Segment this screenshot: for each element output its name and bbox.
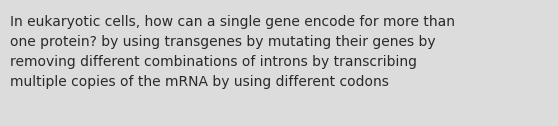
Text: In eukaryotic cells, how can a single gene encode for more than
one protein? by : In eukaryotic cells, how can a single ge… [10,15,455,89]
